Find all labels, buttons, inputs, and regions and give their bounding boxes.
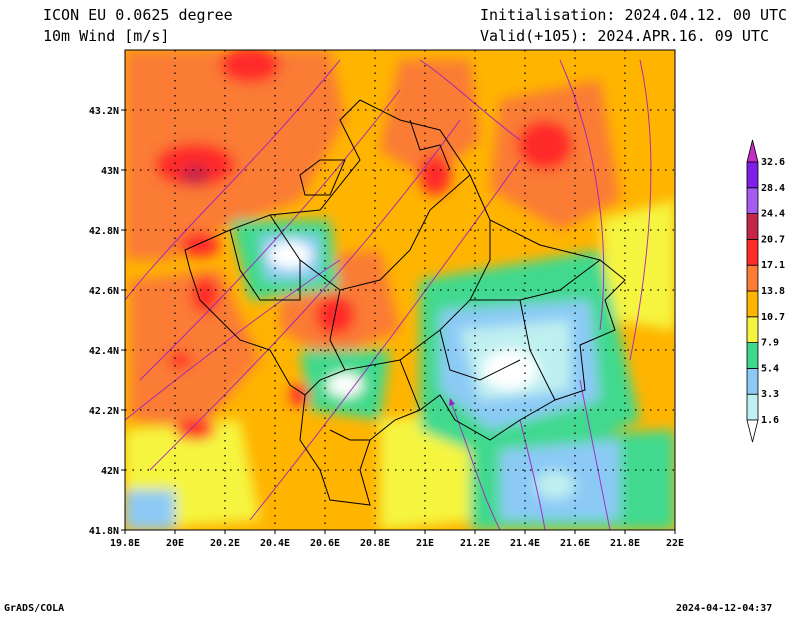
field-core-s	[290, 383, 310, 407]
colorbar-segment	[746, 264, 759, 292]
colorbar-label: 1.6	[761, 415, 779, 426]
colorbar-label: 17.1	[761, 260, 785, 271]
y-tick-label: 41.8N	[89, 526, 119, 537]
colorbar-segment	[746, 290, 759, 318]
x-tick-label: 20.4E	[260, 538, 290, 549]
colorbar-label: 7.9	[761, 338, 779, 349]
colorbar-segment	[746, 393, 759, 421]
colorbar-segment	[746, 161, 759, 189]
x-tick-label: 21.6E	[560, 538, 590, 549]
streamline	[629, 59, 652, 361]
y-tick-label: 42.6N	[89, 286, 119, 297]
x-tick-label: 20E	[166, 538, 184, 549]
variable-title: 10m Wind [m/s]	[43, 27, 170, 45]
region-border	[439, 329, 521, 381]
region-border	[229, 229, 301, 301]
valid-time: Valid(+105): 2024.APR.16. 09 UTC	[480, 27, 769, 45]
region-border	[409, 119, 451, 171]
region-border	[329, 220, 491, 371]
streamline	[419, 59, 521, 141]
x-tick-label: 21E	[416, 538, 434, 549]
x-tick-label: 22E	[666, 538, 684, 549]
streamline	[125, 59, 341, 301]
field-core-w2	[191, 277, 219, 313]
field-core-w3	[168, 352, 192, 368]
field-peak-nw	[181, 165, 209, 185]
wind-speed-field	[125, 50, 675, 530]
x-tick-label: 21.4E	[510, 538, 540, 549]
y-tick-label: 42N	[101, 466, 119, 477]
x-tick-label: 21.8E	[610, 538, 640, 549]
field-zone-calm-c	[327, 373, 363, 397]
colorbar-label: 20.7	[761, 234, 785, 245]
y-tick-label: 43.2N	[89, 106, 119, 117]
colorbar-label: 10.7	[761, 312, 785, 323]
streamline	[149, 119, 461, 471]
city-marker	[449, 398, 455, 406]
field-core-n	[220, 50, 280, 83]
initialisation-time: Initialisation: 2024.04.12. 00 UTC	[480, 6, 788, 24]
streamline	[449, 399, 501, 530]
region-borders	[184, 99, 626, 506]
colorbar-label: 5.4	[761, 363, 779, 374]
y-tick-label: 42.4N	[89, 346, 119, 357]
x-tick-label: 20.6E	[310, 538, 340, 549]
colorbar-segment	[746, 367, 759, 395]
colorbar-segment	[746, 342, 759, 369]
field-zone-cyan-s	[535, 471, 575, 499]
x-tick-label: 20.8E	[360, 538, 390, 549]
country-outline	[184, 99, 626, 506]
region-border	[299, 159, 346, 196]
colorbar-label: 28.4	[761, 183, 785, 194]
timestamp-label: 2024-04-12-04:37	[676, 603, 773, 614]
colorbar-label: 24.4	[761, 209, 785, 220]
field-zone-east	[600, 200, 675, 330]
field-zone-calm-se	[482, 350, 538, 390]
x-axis: 19.8E 20E 20.2E 20.4E 20.6E 20.8E 21E 21.2E 21.4…	[110, 530, 684, 549]
y-tick-label: 43N	[101, 166, 119, 177]
y-tick-label: 42.8N	[89, 226, 119, 237]
colorbar-label: 13.8	[761, 286, 785, 297]
x-tick-label: 21.2E	[460, 538, 490, 549]
model-title: ICON EU 0.0625 degree	[43, 6, 233, 24]
x-tick-label: 19.8E	[110, 538, 140, 549]
colorbar-min-arrow	[746, 419, 759, 443]
credit-label: GrADS/COLA	[4, 603, 65, 614]
colorbar-segment	[746, 213, 759, 240]
streamline	[125, 259, 341, 421]
field-core-sw	[175, 420, 215, 440]
colorbar-segment	[746, 187, 759, 215]
y-tick-label: 42.2N	[89, 406, 119, 417]
colorbar-label: 32.6	[761, 157, 785, 168]
field-zone-nw	[125, 50, 345, 260]
colorbar-segment	[746, 238, 759, 266]
grid-lines	[125, 50, 675, 530]
colorbar: 1.6 3.3 5.4 7.9 10.7 13.8 17.1 20.7 24.4 28.4 32.6	[746, 139, 785, 443]
region-border	[304, 369, 346, 396]
streamlines	[125, 59, 652, 530]
streamline	[519, 419, 546, 530]
streamline	[579, 379, 611, 530]
streamline	[249, 159, 521, 521]
streamline	[139, 89, 401, 381]
region-border	[470, 259, 601, 301]
field-zone-north	[380, 60, 480, 180]
x-tick-label: 20.2E	[210, 538, 240, 549]
streamline	[559, 59, 605, 331]
colorbar-segment	[746, 316, 759, 343]
field-zone-calm-w	[268, 241, 312, 269]
field-zone-blue-sw	[125, 490, 175, 530]
colorbar-max-arrow	[746, 139, 759, 163]
colorbar-label: 3.3	[761, 389, 779, 400]
field-core-ne	[517, 120, 573, 170]
region-border	[399, 359, 421, 411]
y-axis: 41.8N 42N 42.2N 42.4N 42.6N 42.8N 43N 43.2N	[89, 106, 125, 537]
region-border	[329, 429, 370, 441]
